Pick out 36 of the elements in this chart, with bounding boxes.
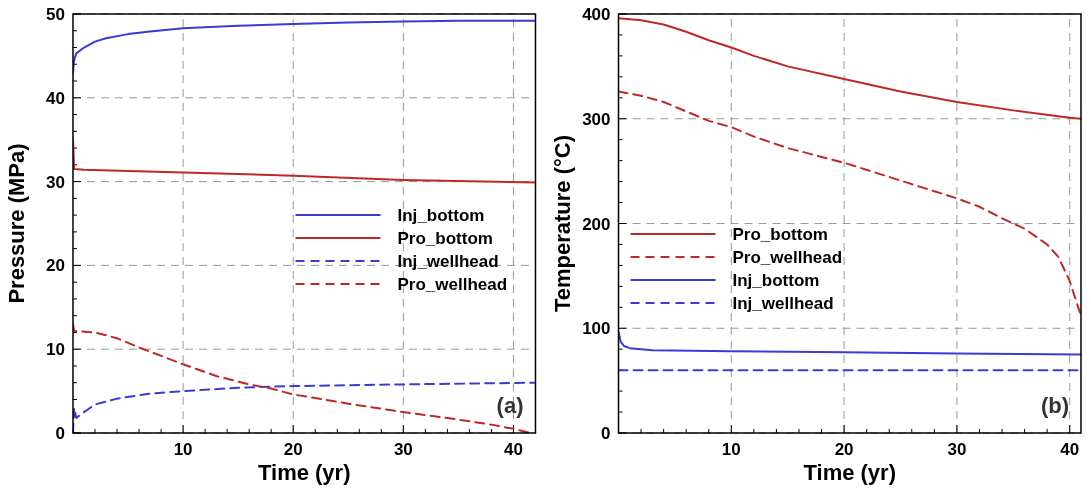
legend-label: Inj_bottom — [732, 270, 820, 290]
y-axis-title: Pressure (MPa) — [4, 143, 29, 304]
legend-label: Pro_wellhead — [397, 275, 508, 295]
y-tick-label: 0 — [601, 424, 611, 443]
y-tick-label: 400 — [582, 5, 611, 24]
line-series — [618, 90, 1081, 314]
y-tick-label: 200 — [582, 214, 611, 234]
legend-label: Pro_bottom — [397, 229, 493, 249]
annotation: (b) — [1040, 393, 1069, 418]
legend-label: Inj_wellhead — [397, 252, 499, 272]
y-tick-label: 30 — [46, 172, 65, 192]
legend-label: Pro_wellhead — [732, 247, 843, 267]
legend-label: Inj_bottom — [397, 206, 485, 226]
y-tick-label: 0 — [55, 424, 65, 443]
line-series — [618, 330, 1081, 356]
y-axis-title: Temperature (°C) — [549, 134, 575, 313]
y-tick-label: 20 — [46, 256, 65, 276]
y-tick-label: 10 — [46, 340, 65, 360]
x-axis-title: Time (yr) — [257, 460, 351, 485]
x-tick-label: 10 — [173, 440, 193, 459]
y-tick-label: 50 — [46, 5, 65, 24]
x-tick-label: 30 — [393, 440, 413, 459]
line-series — [618, 17, 1081, 120]
y-tick-label: 300 — [582, 109, 611, 129]
x-tick-label: 20 — [834, 440, 854, 459]
annotation: (a) — [496, 393, 524, 418]
y-tick-label: 40 — [46, 88, 65, 108]
x-tick-label: 30 — [947, 440, 967, 459]
y-tick-label: 100 — [582, 319, 611, 339]
x-tick-label: 40 — [1060, 440, 1080, 459]
legend-label: Pro_bottom — [732, 224, 828, 244]
x-tick-label: 20 — [283, 440, 303, 459]
legend-label: Inj_wellhead — [732, 293, 834, 313]
x-tick-label: 10 — [721, 440, 741, 459]
x-axis-title: Time (yr) — [803, 460, 897, 485]
x-tick-label: 40 — [504, 440, 523, 459]
